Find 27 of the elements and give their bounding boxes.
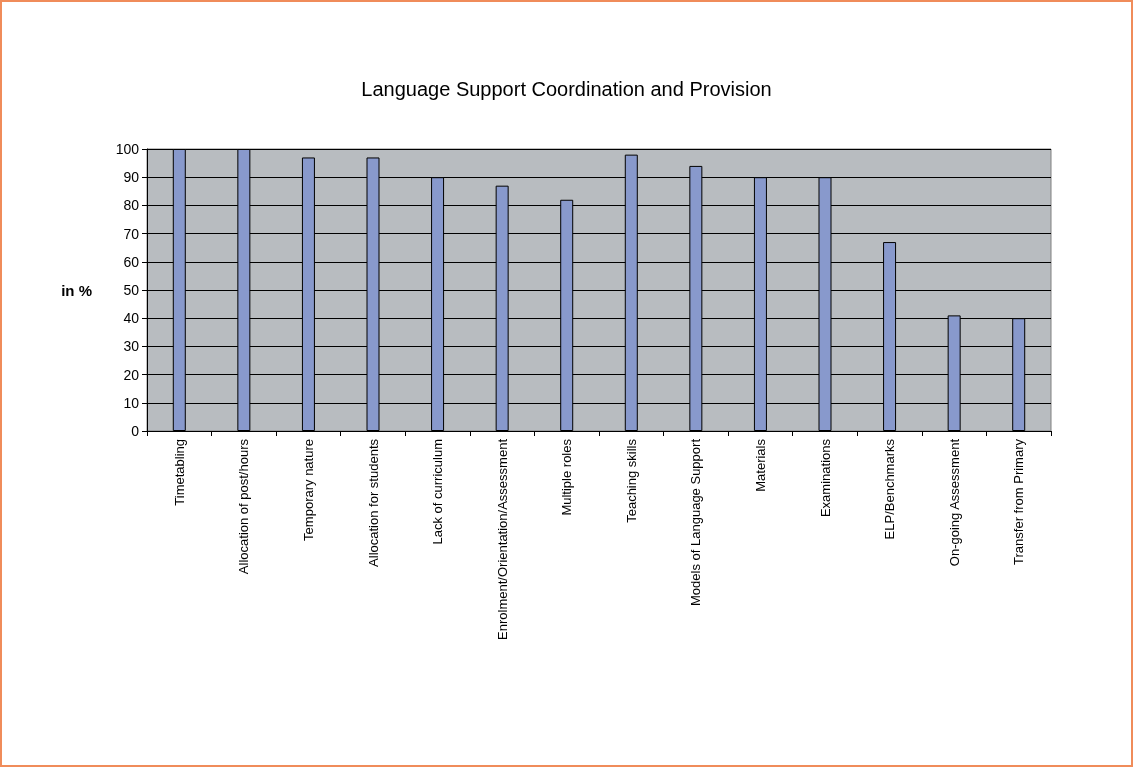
x-tick-label: Multiple roles	[559, 438, 575, 516]
y-tick-label: 20	[123, 366, 140, 383]
y-axis-title: in %	[61, 281, 92, 299]
x-tick-label: Lack of curriculum	[430, 439, 446, 545]
y-tick-label: 60	[123, 253, 140, 270]
x-tick-label: Temporary nature	[300, 439, 316, 541]
x-tick-label: On-going Assessment	[946, 438, 962, 567]
x-tick-label: Allocation for students	[365, 438, 381, 567]
y-tick-label: 80	[123, 197, 140, 214]
y-tick-label: 30	[123, 338, 140, 355]
y-tick-label: 10	[123, 394, 140, 411]
chart-title: Language Support Coordination and Provision	[361, 78, 772, 100]
x-tick-label: Transfer from Primary	[1011, 438, 1027, 565]
x-tick-label: ELP/Benchmarks	[882, 438, 898, 540]
x-tick-label: Timetabling	[171, 439, 187, 506]
x-tick-label: Materials	[752, 438, 768, 492]
y-tick-label: 70	[123, 225, 140, 242]
x-tick-label: Enrolment/Orientation/Assessment	[494, 438, 510, 640]
y-tick-label: 0	[131, 423, 140, 439]
y-tick-label: 50	[123, 282, 140, 298]
x-tick-label: Teaching skills	[623, 438, 639, 523]
x-tick-label: Examinations	[817, 438, 833, 518]
y-tick-label: 40	[123, 310, 140, 327]
y-tick-label: 90	[123, 169, 140, 186]
y-tick-label: 100	[115, 141, 140, 157]
x-tick-label: Allocation of post/hours	[236, 438, 252, 575]
x-tick-label: Models of Language Support	[688, 438, 704, 606]
